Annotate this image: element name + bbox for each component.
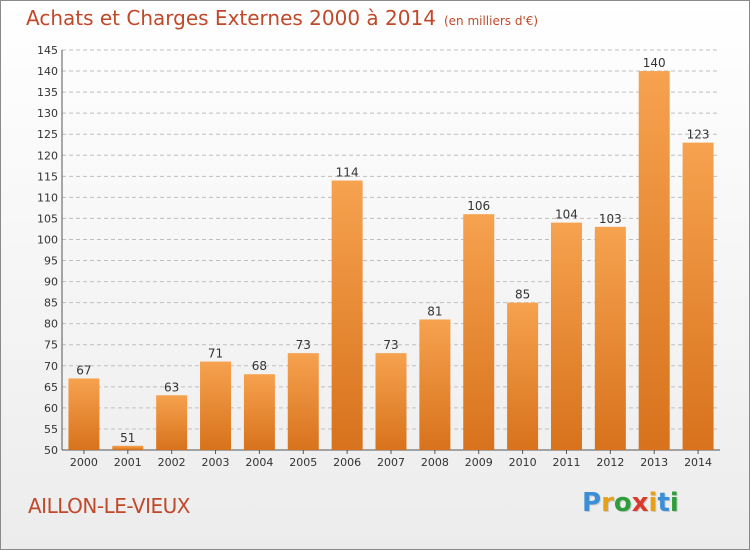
- proxiti-logo: Proxiti: [582, 488, 679, 518]
- data-label-2010: 85: [515, 288, 530, 302]
- x-tick-label-2005: 2005: [289, 456, 317, 469]
- x-tick-label-2011: 2011: [552, 456, 580, 469]
- x-tick-label-2014: 2014: [684, 456, 712, 469]
- y-tick-label: 115: [37, 170, 58, 183]
- y-tick-label: 50: [44, 444, 58, 457]
- y-tick-label: 60: [44, 402, 58, 415]
- x-tick-label-2013: 2013: [640, 456, 668, 469]
- data-label-2014: 123: [687, 128, 710, 142]
- brand-letter: x: [631, 488, 649, 518]
- y-tick-label: 65: [44, 381, 58, 394]
- x-tick-label-2009: 2009: [465, 456, 493, 469]
- chart-subtitle: (en milliers d'€): [443, 14, 539, 28]
- y-tick-label: 145: [37, 44, 58, 57]
- data-label-2007: 73: [383, 338, 398, 352]
- bar-2002: [156, 395, 188, 450]
- data-label-2006: 114: [336, 166, 359, 180]
- x-tick-label-2003: 2003: [202, 456, 230, 469]
- x-tick-label-2008: 2008: [421, 456, 449, 469]
- data-label-2002: 63: [164, 380, 179, 394]
- x-tick-label-2006: 2006: [333, 456, 361, 469]
- y-tick-label: 90: [44, 276, 58, 289]
- data-label-2001: 51: [120, 431, 135, 445]
- y-tick-label: 70: [44, 360, 58, 373]
- x-tick-label-2007: 2007: [377, 456, 405, 469]
- y-tick-label: 140: [37, 65, 58, 78]
- brand-letter: i: [648, 488, 658, 518]
- x-tick-label-2001: 2001: [114, 456, 142, 469]
- bar-2010: [507, 302, 539, 450]
- y-tick-label: 100: [37, 233, 58, 246]
- bar-2008: [419, 319, 451, 450]
- y-tick-label: 80: [44, 318, 58, 331]
- brand-letter: o: [613, 488, 632, 518]
- bar-2000: [68, 378, 100, 450]
- x-tick-label-2002: 2002: [158, 456, 186, 469]
- x-tick-label-2010: 2010: [509, 456, 537, 469]
- bar-2006: [331, 180, 363, 451]
- data-label-2008: 81: [427, 304, 442, 318]
- data-labels: 67 51 63 71 68 73 114 73 81 106 85 104 103 140 123: [76, 56, 709, 445]
- x-tick-label-2000: 2000: [70, 456, 98, 469]
- y-tick-label: 135: [37, 86, 58, 99]
- bar-2001: [112, 445, 144, 450]
- y-tick-label: 125: [37, 128, 58, 141]
- chart-title-block: Achats et Charges Externes 2000 à 2014 (e…: [26, 6, 538, 30]
- brand-letter: i: [669, 488, 679, 518]
- commune-name: AILLON-LE-VIEUX: [28, 494, 190, 518]
- data-label-2005: 73: [296, 338, 311, 352]
- y-tick-label: 75: [44, 339, 58, 352]
- data-label-2011: 104: [555, 208, 578, 222]
- brand-letter: t: [657, 488, 670, 518]
- y-tick-label: 95: [44, 255, 58, 268]
- brand-letter: r: [601, 488, 614, 518]
- data-label-2003: 71: [208, 347, 223, 361]
- bar-2005: [287, 353, 319, 450]
- bar-2011: [550, 222, 582, 450]
- bar-2004: [243, 374, 275, 450]
- bar-2009: [463, 214, 495, 450]
- bars: [68, 71, 714, 451]
- bar-2012: [594, 226, 626, 450]
- y-tick-label: 85: [44, 297, 58, 310]
- y-tick-label: 55: [44, 423, 58, 436]
- chart-title: Achats et Charges Externes 2000 à 2014: [26, 6, 436, 30]
- bar-2003: [200, 361, 232, 450]
- bar-2013: [638, 71, 670, 450]
- x-tick-label-2012: 2012: [596, 456, 624, 469]
- data-label-2013: 140: [643, 56, 666, 70]
- bar-2014: [682, 142, 714, 450]
- y-tick-label: 105: [37, 212, 58, 225]
- data-label-2000: 67: [76, 363, 91, 377]
- data-label-2012: 103: [599, 212, 622, 226]
- bar-2007: [375, 353, 407, 450]
- y-tick-label: 110: [37, 191, 58, 204]
- tick-labels: 50 55 60 65 70 75 80 85 90 95 100 105 110 115 120 125 13…: [37, 44, 712, 469]
- brand-letter: P: [582, 488, 602, 518]
- data-label-2004: 68: [252, 359, 267, 373]
- y-tick-label: 120: [37, 149, 58, 162]
- data-label-2009: 106: [467, 199, 490, 213]
- y-tick-label: 130: [37, 107, 58, 120]
- x-tick-label-2004: 2004: [245, 456, 273, 469]
